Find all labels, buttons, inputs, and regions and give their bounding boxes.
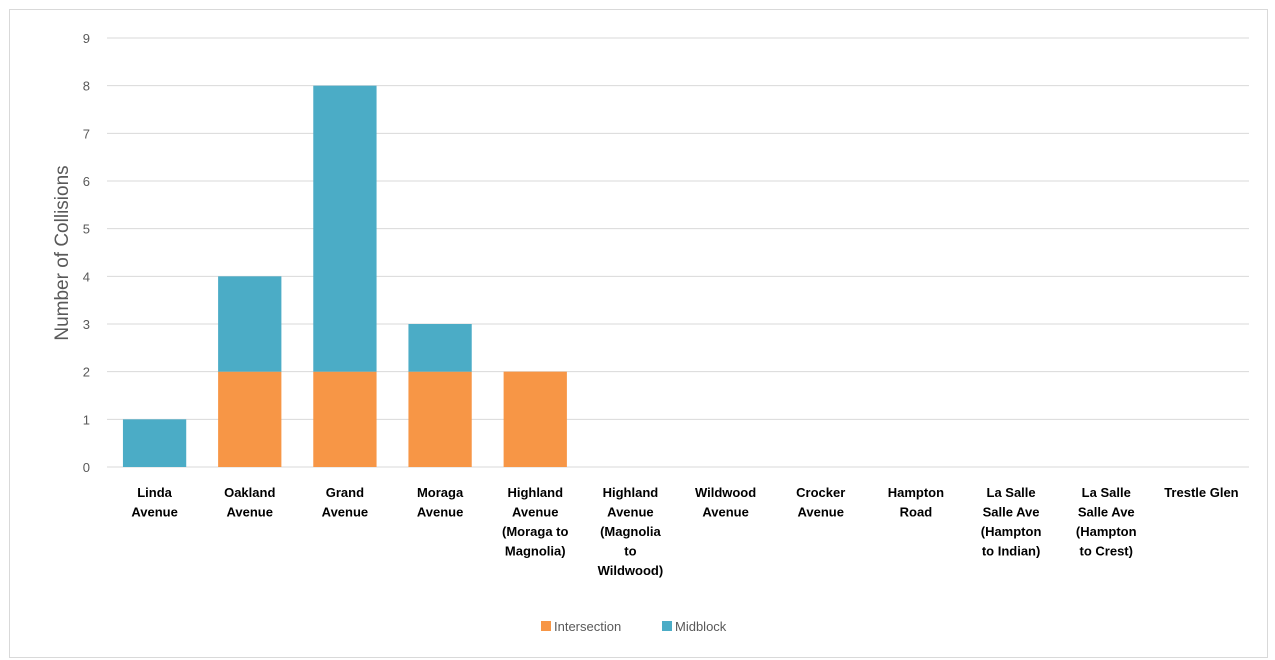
x-axis-labels: Linda Avenue Oakland Avenue Grand Avenue Morag… xyxy=(131,485,1238,578)
bar-midblock-4 xyxy=(408,324,472,372)
x-category-label: Highland Avenue (Magnolia to Wildwood) xyxy=(598,485,664,578)
x-category-label: Hampton Road xyxy=(888,485,944,520)
legend: Intersection Midblock xyxy=(541,619,727,634)
x-category-label: Grand Avenue xyxy=(322,485,368,520)
legend-swatch-midblock xyxy=(662,621,672,631)
x-category-label: La Salle Salle Ave (Hampton to Crest) xyxy=(1076,485,1137,559)
y-tick-label: 2 xyxy=(83,365,90,380)
x-category-label: Wildwood Avenue xyxy=(695,485,756,520)
bars xyxy=(122,85,567,467)
y-tick-label: 7 xyxy=(83,126,90,141)
legend-label-midblock: Midblock xyxy=(675,619,727,634)
legend-label-intersection: Intersection xyxy=(554,619,621,634)
y-tick-label: 1 xyxy=(83,412,90,427)
x-category-label: Highland Avenue (Moraga to Magnolia) xyxy=(502,485,569,559)
y-tick-label: 5 xyxy=(83,222,90,237)
y-axis-title: Number of Collisions xyxy=(52,165,73,340)
bar-midblock-1 xyxy=(122,419,187,467)
x-category-label: Trestle Glen xyxy=(1164,485,1238,500)
bar-midblock-2 xyxy=(218,276,282,372)
x-category-label: Crocker Avenue xyxy=(796,485,845,520)
y-tick-label: 4 xyxy=(83,269,90,284)
y-tick-label: 8 xyxy=(83,79,90,94)
bar-intersection-3 xyxy=(313,371,377,467)
x-category-label: Linda Avenue xyxy=(131,485,177,520)
x-category-label: Oakland Avenue xyxy=(224,485,275,520)
bar-midblock-3 xyxy=(313,85,377,372)
x-category-label: Moraga Avenue xyxy=(417,485,464,520)
bar-intersection-4 xyxy=(408,371,472,467)
y-tick-label: 6 xyxy=(83,174,90,189)
bar-intersection-5 xyxy=(503,371,567,467)
y-tick-label: 9 xyxy=(83,31,90,46)
bar-intersection-2 xyxy=(218,371,282,467)
gridlines xyxy=(107,37,1249,468)
legend-swatch-intersection xyxy=(541,621,551,631)
x-category-label: La Salle Salle Ave (Hampton to Indian) xyxy=(981,485,1042,559)
y-axis-ticks: 0 1 2 3 4 5 6 7 8 9 xyxy=(83,31,90,475)
y-tick-label: 0 xyxy=(83,460,90,475)
y-tick-label: 3 xyxy=(83,317,90,332)
